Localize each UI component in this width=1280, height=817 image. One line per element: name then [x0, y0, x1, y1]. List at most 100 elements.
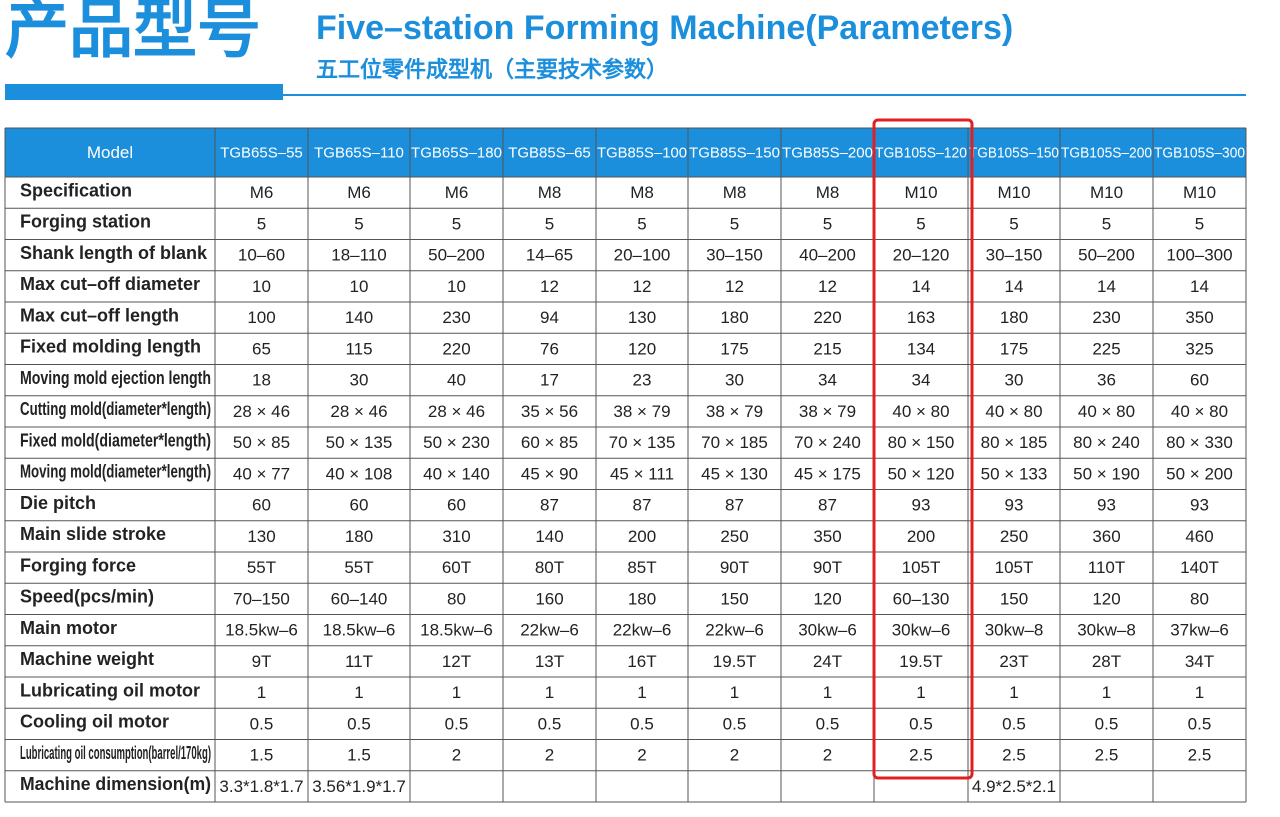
- column-header: TGB105S–150: [969, 144, 1059, 161]
- column-header: TGB105S–120: [875, 144, 967, 161]
- row-label: Cooling oil motor: [20, 712, 169, 732]
- cell: 0.5: [538, 714, 562, 733]
- cell: 130: [247, 527, 275, 546]
- cell: 30–150: [986, 246, 1043, 265]
- cell: 175: [720, 339, 748, 358]
- spec-table: Model TGB65S–55 TGB65S–110 TGB65S–180 TGB85S…: [4, 127, 1247, 803]
- cell: 70–150: [233, 589, 290, 608]
- cell: 76: [540, 339, 559, 358]
- row-label: Main slide stroke: [20, 524, 166, 544]
- cell: 30: [350, 371, 369, 390]
- cell: 350: [1185, 308, 1213, 327]
- cell: 10: [447, 277, 466, 296]
- row-label: Moving mold ejection length: [20, 368, 211, 388]
- cell: 2: [452, 746, 461, 765]
- row-label: Forging station: [20, 212, 151, 232]
- cell: 2: [730, 746, 739, 765]
- cell: 200: [628, 527, 656, 546]
- cell: 30: [1005, 371, 1024, 390]
- cell: 34: [818, 371, 837, 390]
- cell: 2.5: [909, 746, 933, 765]
- cell: 0.5: [1188, 714, 1212, 733]
- cell: 38 × 79: [706, 402, 763, 421]
- cell: 55T: [247, 558, 276, 577]
- cell: 150: [720, 589, 748, 608]
- cell: 30kw–8: [985, 621, 1044, 640]
- cell: 28 × 46: [233, 402, 290, 421]
- cell: 1: [916, 683, 925, 702]
- cell: 80T: [535, 558, 564, 577]
- cell: 5: [545, 214, 554, 233]
- cell: 23T: [999, 652, 1028, 671]
- cell: 1: [823, 683, 832, 702]
- cell: 38 × 79: [613, 402, 670, 421]
- cell: 17: [540, 371, 559, 390]
- cell: 13T: [535, 652, 564, 671]
- cell: 215: [813, 339, 841, 358]
- cell: 350: [813, 527, 841, 546]
- cell: 150: [1000, 589, 1028, 608]
- cell: 1: [354, 683, 363, 702]
- cell: 60: [1190, 371, 1209, 390]
- cell: 50 × 85: [233, 433, 290, 452]
- cell: 12: [540, 277, 559, 296]
- cell: 45 × 130: [701, 464, 768, 483]
- cell: M8: [723, 183, 747, 202]
- cell: 100: [247, 308, 275, 327]
- row-label: Main motor: [20, 618, 117, 638]
- cell: 2: [823, 746, 832, 765]
- cell: 70 × 240: [794, 433, 861, 452]
- cell: 1: [730, 683, 739, 702]
- cell: 325: [1185, 339, 1213, 358]
- cell: 140: [345, 308, 373, 327]
- cell: 19.5T: [899, 652, 942, 671]
- cell: 110T: [1088, 558, 1126, 577]
- cell: 18.5kw–6: [323, 621, 396, 640]
- column-header: TGB85S–150: [689, 144, 780, 161]
- cell: 5: [730, 214, 739, 233]
- cell: 105T: [902, 558, 941, 577]
- cell: 87: [725, 496, 744, 515]
- cell: 60: [447, 496, 466, 515]
- cell: 5: [452, 214, 461, 233]
- cell: 18: [252, 371, 271, 390]
- cell: 180: [1000, 308, 1028, 327]
- cell: 90T: [813, 558, 842, 577]
- cell: 60–140: [331, 589, 388, 608]
- cell: 30: [725, 371, 744, 390]
- cell: 0.5: [347, 714, 371, 733]
- cell: 55T: [344, 558, 373, 577]
- cell: 1: [257, 683, 266, 702]
- cell: M10: [1183, 183, 1216, 202]
- cell: 220: [813, 308, 841, 327]
- cell: 360: [1092, 527, 1120, 546]
- cell: 36: [1097, 371, 1116, 390]
- cell: 80 × 240: [1073, 433, 1140, 452]
- header-bar: [5, 84, 283, 100]
- cell: 14: [1097, 277, 1116, 296]
- cell: 80 × 330: [1166, 433, 1233, 452]
- cell: 2.5: [1002, 746, 1026, 765]
- row-label: Shank length of blank: [20, 243, 208, 263]
- cell: 87: [818, 496, 837, 515]
- cell: 40 × 80: [1078, 402, 1135, 421]
- cell: 5: [1195, 214, 1204, 233]
- cell: 80: [447, 589, 466, 608]
- cell: 93: [1005, 496, 1024, 515]
- cell: 0.5: [723, 714, 747, 733]
- cell: 5: [354, 214, 363, 233]
- cell: 10: [252, 277, 271, 296]
- cell: M10: [1090, 183, 1123, 202]
- cell: 3.56*1.9*1.7: [312, 777, 406, 796]
- cell: 38 × 79: [799, 402, 856, 421]
- cell: 100–300: [1166, 246, 1232, 265]
- cell: 2.5: [1095, 746, 1119, 765]
- cell: 1: [1195, 683, 1204, 702]
- cell: 94: [540, 308, 559, 327]
- cell: 60 × 85: [521, 433, 578, 452]
- cell: 14: [1190, 277, 1209, 296]
- cell: 23: [633, 371, 652, 390]
- cell: 12: [818, 277, 837, 296]
- cell: 50 × 120: [888, 464, 955, 483]
- cell: 1: [545, 683, 554, 702]
